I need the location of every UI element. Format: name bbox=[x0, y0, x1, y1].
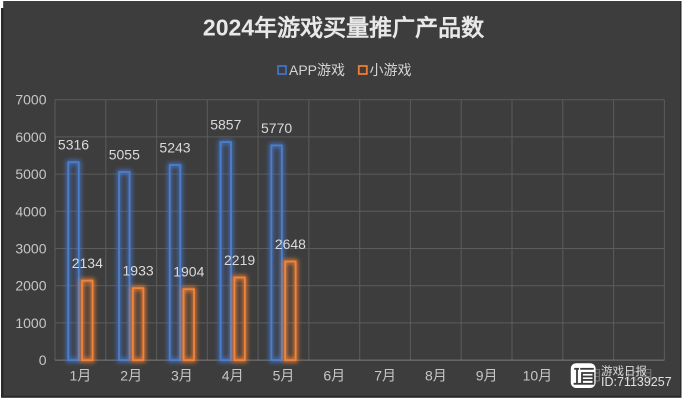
svg-text:3月: 3月 bbox=[171, 368, 193, 384]
svg-text:2月: 2月 bbox=[120, 368, 142, 384]
svg-text:5055: 5055 bbox=[109, 147, 140, 163]
svg-text:2000: 2000 bbox=[15, 278, 46, 294]
svg-text:2134: 2134 bbox=[72, 255, 103, 271]
svg-text:2024年游戏买量推广产品数: 2024年游戏买量推广产品数 bbox=[203, 15, 485, 41]
svg-text:5000: 5000 bbox=[15, 166, 46, 182]
svg-text:2648: 2648 bbox=[275, 236, 306, 252]
svg-text:12月: 12月 bbox=[624, 368, 654, 384]
svg-text:0: 0 bbox=[39, 352, 47, 368]
svg-text:2219: 2219 bbox=[224, 252, 255, 268]
svg-text:9月: 9月 bbox=[476, 368, 498, 384]
svg-text:APP游戏: APP游戏 bbox=[289, 62, 345, 78]
svg-text:6000: 6000 bbox=[15, 129, 46, 145]
svg-text:1904: 1904 bbox=[173, 264, 204, 280]
svg-text:1000: 1000 bbox=[15, 315, 46, 331]
svg-text:5857: 5857 bbox=[210, 117, 241, 133]
svg-text:5316: 5316 bbox=[58, 137, 89, 153]
svg-text:5770: 5770 bbox=[261, 120, 292, 136]
svg-text:5243: 5243 bbox=[159, 140, 190, 156]
svg-text:6月: 6月 bbox=[323, 368, 345, 384]
svg-text:4000: 4000 bbox=[15, 203, 46, 219]
svg-text:7000: 7000 bbox=[15, 92, 46, 108]
svg-text:小游戏: 小游戏 bbox=[370, 62, 412, 78]
svg-text:3000: 3000 bbox=[15, 241, 46, 257]
svg-text:7月: 7月 bbox=[374, 368, 396, 384]
svg-text:4月: 4月 bbox=[222, 368, 244, 384]
svg-text:5月: 5月 bbox=[273, 368, 295, 384]
svg-text:ID:71139257: ID:71139257 bbox=[601, 375, 672, 389]
svg-text:8月: 8月 bbox=[425, 368, 447, 384]
svg-text:游戏日报: 游戏日报 bbox=[601, 364, 647, 378]
svg-text:10月: 10月 bbox=[523, 368, 553, 384]
svg-text:1月: 1月 bbox=[70, 368, 92, 384]
svg-text:1933: 1933 bbox=[123, 263, 154, 279]
